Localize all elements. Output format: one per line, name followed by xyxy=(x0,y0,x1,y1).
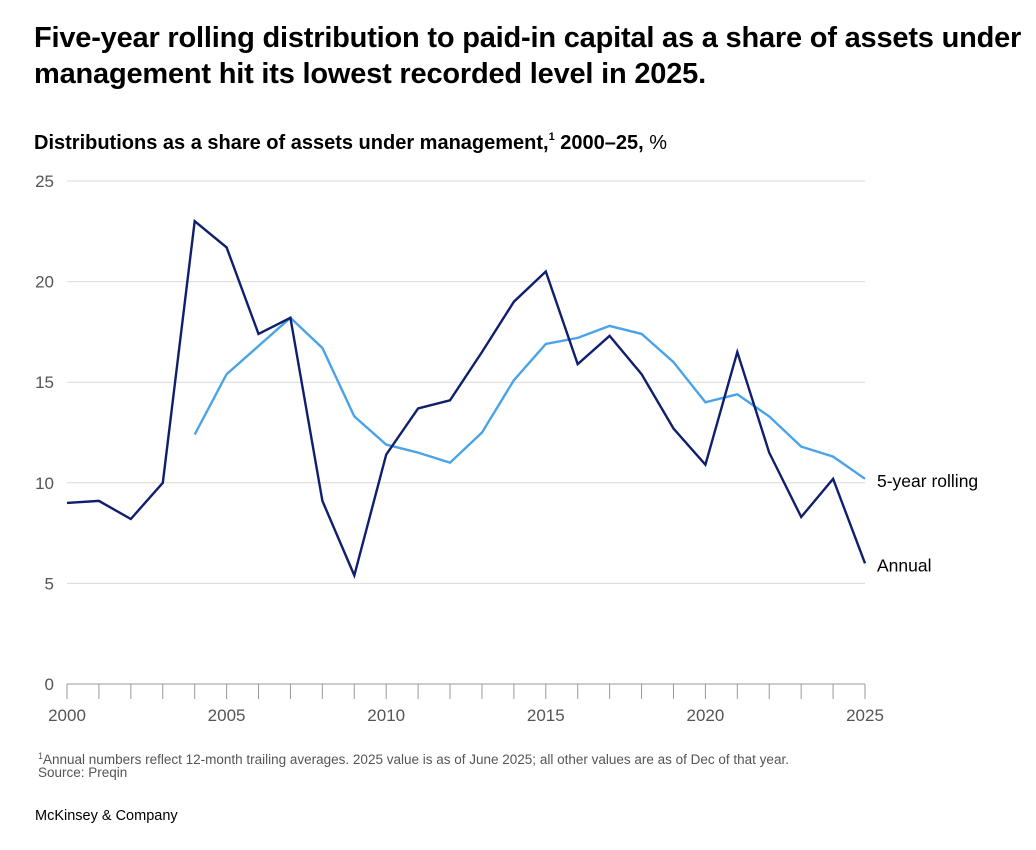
x-tick-label-2000: 2000 xyxy=(48,706,86,725)
brand-logo-text: McKinsey & Company xyxy=(35,808,178,824)
x-tick-label-2005: 2005 xyxy=(208,706,246,725)
x-axis: 2000 2005 2010 2015 2020 2025 xyxy=(48,683,884,725)
chart-title: Five-year rolling distribution to paid-i… xyxy=(34,22,1022,90)
footnote: 1Annual numbers reflect 12-month trailin… xyxy=(38,748,789,768)
x-tick-label-2025: 2025 xyxy=(846,706,884,725)
y-tick-label-5: 5 xyxy=(45,574,54,593)
subtitle-main: Distributions as a share of assets under… xyxy=(34,132,549,154)
subtitle-unit: % xyxy=(643,132,668,154)
y-tick-label-0: 0 xyxy=(45,675,54,694)
x-tick-label-2010: 2010 xyxy=(367,706,405,725)
x-tick-label-2020: 2020 xyxy=(686,706,724,725)
source-note: Source: Preqin xyxy=(38,765,128,780)
series-labels: 5-year rolling Annual xyxy=(877,471,978,576)
footnote-text: Annual numbers reflect 12-month trailing… xyxy=(43,752,789,767)
series-lines xyxy=(66,218,867,580)
y-tick-label-10: 10 xyxy=(35,474,54,493)
subtitle-range: 2000–25, xyxy=(554,132,644,154)
x-tick-label-2015: 2015 xyxy=(527,706,565,725)
footnote-marker: 1 xyxy=(38,751,44,761)
y-tick-label-20: 20 xyxy=(35,273,54,292)
series-label-5-year-rolling: 5-year rolling xyxy=(877,471,978,491)
chart-subtitle: Distributions as a share of assets under… xyxy=(34,124,667,156)
subtitle-footnote-marker: 1 xyxy=(548,131,555,143)
y-axis-tick-labels: 0 5 10 15 20 25 xyxy=(35,172,54,694)
y-tick-label-25: 25 xyxy=(35,172,54,191)
y-tick-label-15: 15 xyxy=(35,373,54,392)
series-label-annual: Annual xyxy=(877,555,932,575)
grid-lines xyxy=(67,180,865,584)
series-line-annual xyxy=(66,218,867,580)
